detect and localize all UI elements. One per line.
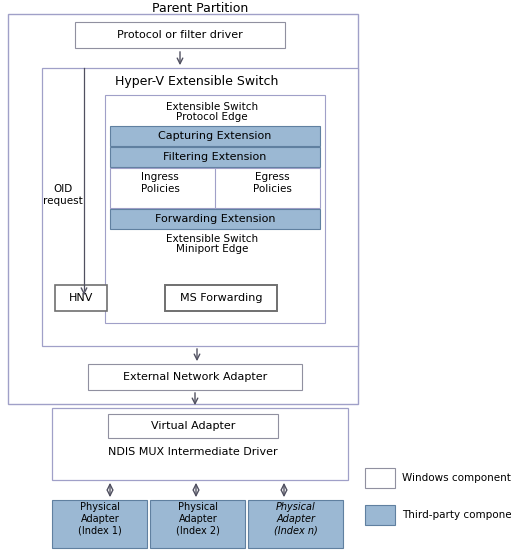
- Text: Forwarding Extension: Forwarding Extension: [155, 214, 275, 224]
- Text: External Network Adapter: External Network Adapter: [123, 372, 267, 382]
- Bar: [8, 14, 358, 404]
- Text: Filtering Extension: Filtering Extension: [164, 152, 267, 162]
- Bar: [42, 68, 358, 346]
- Bar: [108, 414, 278, 438]
- Text: Physical
Adapter
(Index n): Physical Adapter (Index n): [274, 502, 318, 536]
- Text: Protocol Edge: Protocol Edge: [176, 112, 248, 122]
- Bar: [52, 408, 348, 480]
- Bar: [365, 468, 395, 488]
- Bar: [110, 168, 320, 208]
- Text: Ingress
Policies: Ingress Policies: [141, 172, 179, 194]
- Text: Hyper-V Extensible Switch: Hyper-V Extensible Switch: [115, 74, 278, 88]
- Text: Virtual Adapter: Virtual Adapter: [151, 421, 235, 431]
- Bar: [110, 126, 320, 146]
- Bar: [248, 500, 343, 548]
- Bar: [365, 505, 395, 525]
- Bar: [110, 209, 320, 229]
- Bar: [165, 285, 277, 311]
- Bar: [52, 500, 147, 548]
- Text: Egress
Policies: Egress Policies: [252, 172, 291, 194]
- Text: Third-party component: Third-party component: [402, 510, 511, 520]
- Text: Capturing Extension: Capturing Extension: [158, 131, 272, 141]
- Text: Physical
Adapter
(Index 1): Physical Adapter (Index 1): [78, 502, 122, 536]
- Text: Miniport Edge: Miniport Edge: [176, 244, 248, 254]
- Bar: [150, 500, 245, 548]
- Bar: [75, 22, 285, 48]
- Text: Extensible Switch: Extensible Switch: [166, 102, 258, 112]
- Bar: [88, 364, 302, 390]
- Text: HNV: HNV: [69, 293, 93, 303]
- Text: MS Forwarding: MS Forwarding: [180, 293, 262, 303]
- Text: Protocol or filter driver: Protocol or filter driver: [117, 30, 243, 40]
- Text: Extensible Switch: Extensible Switch: [166, 234, 258, 244]
- Text: Windows component: Windows component: [402, 473, 511, 483]
- Text: Physical
Adapter
(Index 2): Physical Adapter (Index 2): [176, 502, 220, 536]
- Text: NDIS MUX Intermediate Driver: NDIS MUX Intermediate Driver: [108, 447, 278, 457]
- Bar: [110, 147, 320, 167]
- Bar: [55, 285, 107, 311]
- Text: Parent Partition: Parent Partition: [152, 2, 248, 14]
- Text: OID
request: OID request: [43, 184, 83, 206]
- Bar: [105, 95, 325, 323]
